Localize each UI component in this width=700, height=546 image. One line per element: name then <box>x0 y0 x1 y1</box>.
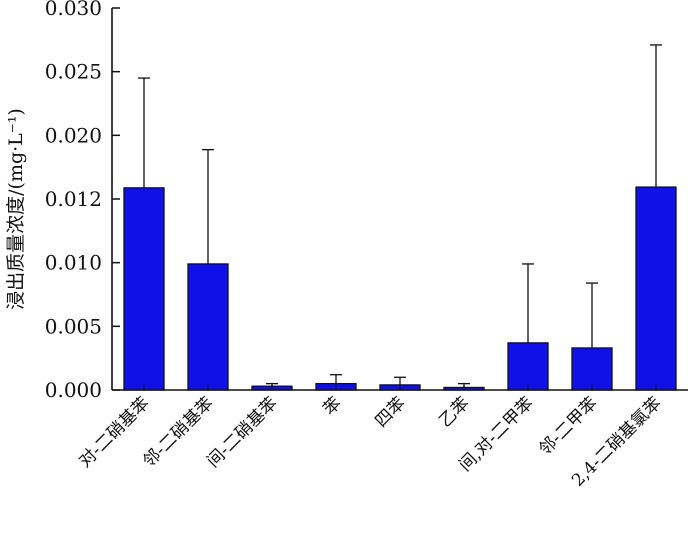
y-tick-label: 0.020 <box>45 123 102 147</box>
x-category-label: 乙苯 <box>435 393 473 431</box>
x-category-label: 苯 <box>319 393 345 419</box>
bar <box>635 186 677 391</box>
y-tick-label: 0.010 <box>45 251 102 275</box>
x-category-label: 邻-二甲苯 <box>535 393 601 459</box>
y-tick-label: 0.025 <box>45 60 102 84</box>
x-category-label: 四苯 <box>371 393 409 431</box>
bar <box>507 342 549 391</box>
bar <box>123 187 165 391</box>
x-axis-labels: 对-二硝基苯邻-二硝基苯间-二硝基苯苯四苯 乙苯间,对-二甲苯邻-二甲苯2,4-二… <box>75 385 666 491</box>
bar <box>571 347 613 391</box>
y-tick-label: 0.030 <box>45 0 102 20</box>
bars <box>123 186 677 391</box>
bar <box>187 263 229 391</box>
y-tick-label: 0.000 <box>45 378 102 402</box>
y-tick-label: 0.012 <box>45 187 102 211</box>
error-bars <box>138 44 662 388</box>
y-tick-label: 0.005 <box>45 314 102 338</box>
y-axis-title: 浸出质量浓度/(mg·L⁻¹) <box>5 108 27 310</box>
y-axis-ticks: 0.000 0.005 0.010 0.012 0.020 0.025 0.030 <box>45 0 120 402</box>
